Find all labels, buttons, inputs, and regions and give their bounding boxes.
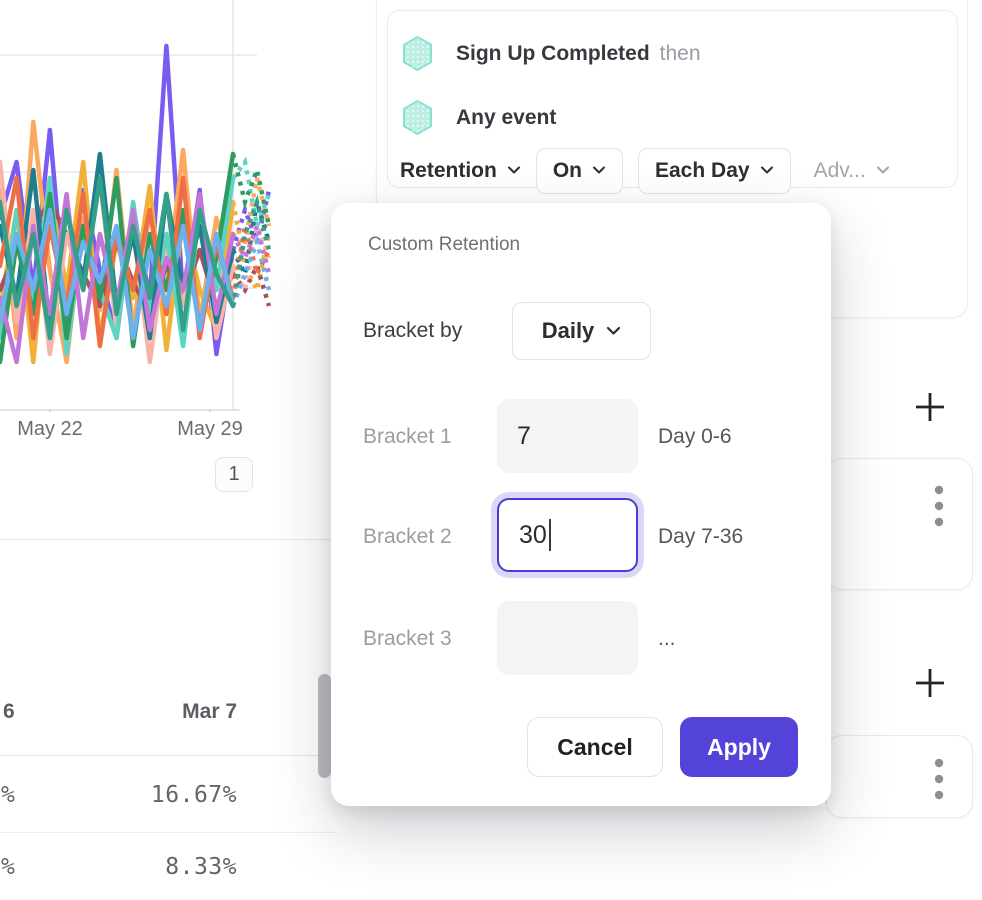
event-step-row[interactable]: Any event [401, 99, 556, 136]
on-label: On [552, 158, 582, 182]
event-name: Any event [456, 105, 557, 129]
chart-page-button[interactable]: 1 [215, 457, 253, 492]
bracket-2-label: Bracket 2 [363, 525, 452, 548]
bracket-1-label: Bracket 1 [363, 425, 452, 448]
chevron-down-icon [876, 166, 889, 174]
table-cell-partial: % [1, 854, 16, 880]
table-row-divider [0, 832, 336, 833]
bracket-2-range: Day 7-36 [658, 525, 744, 548]
text-cursor [548, 519, 551, 551]
kebab-menu-icon[interactable] [934, 758, 944, 800]
interval-label: Each Day [655, 158, 750, 182]
table-scrollbar-thumb[interactable] [318, 674, 331, 778]
section-divider [0, 539, 336, 540]
measure-dropdown[interactable]: Retention [400, 159, 521, 183]
bracket-2-value: 30 [519, 520, 547, 549]
bracket-1-range: Day 0-6 [658, 425, 732, 448]
x-axis-tick-label: May 22 [17, 418, 83, 440]
table-cell-value: 16.67% [150, 782, 237, 808]
popover-title: Custom Retention [368, 234, 521, 255]
chevron-down-icon [593, 166, 605, 174]
query-builder-card: Sign Up Completed then Any event Retenti… [387, 10, 958, 194]
bracket-3-input[interactable] [497, 601, 638, 675]
chart-series-lines [0, 43, 272, 365]
event-suffix: then [659, 41, 701, 65]
rail-card [826, 735, 973, 818]
bracket-1-value: 7 [517, 421, 531, 450]
bracket-by-dropdown[interactable]: Daily [512, 302, 651, 360]
advanced-label: Adv... [813, 158, 866, 182]
chevron-down-icon [760, 166, 773, 174]
event-step-row[interactable]: Sign Up Completed then [401, 35, 701, 72]
rail-card [826, 458, 973, 590]
apply-button[interactable]: Apply [680, 717, 798, 777]
chevron-down-icon [507, 166, 520, 174]
bracket-by-value: Daily [541, 318, 595, 343]
bracket-3-range: ... [658, 627, 676, 650]
bracket-2-input[interactable]: 30 [497, 498, 638, 572]
bracket-3-label: Bracket 3 [363, 627, 452, 650]
custom-retention-popover: Custom Retention Bracket by Daily Bracke… [331, 203, 831, 806]
bracket-1-input[interactable]: 7 [497, 399, 638, 473]
event-name: Sign Up Completed [456, 41, 650, 65]
table-header-partial: 6 [3, 700, 15, 723]
kebab-menu-icon[interactable] [934, 485, 944, 527]
interval-dropdown[interactable]: Each Day [638, 147, 791, 194]
retention-line-chart [0, 0, 272, 412]
chevron-down-icon [607, 326, 621, 335]
add-step-button[interactable] [913, 390, 947, 424]
table-header-rule [0, 755, 336, 756]
x-axis-tick-label: May 29 [177, 418, 243, 440]
cancel-button[interactable]: Cancel [527, 717, 663, 777]
bracket-by-label: Bracket by [363, 319, 463, 342]
hexagon-event-icon [403, 36, 432, 71]
table-cell-partial: % [1, 782, 16, 808]
on-dropdown[interactable]: On [535, 147, 623, 194]
table-header-mar-7: Mar 7 [182, 700, 237, 723]
measure-label: Retention [400, 158, 497, 182]
table-cell-value: 8.33% [165, 854, 237, 880]
add-step-button[interactable] [913, 666, 947, 700]
query-controls-row: Retention On Each Day Adv... [400, 147, 947, 194]
advanced-dropdown[interactable]: Adv... [814, 159, 890, 183]
hexagon-event-icon [403, 100, 432, 135]
